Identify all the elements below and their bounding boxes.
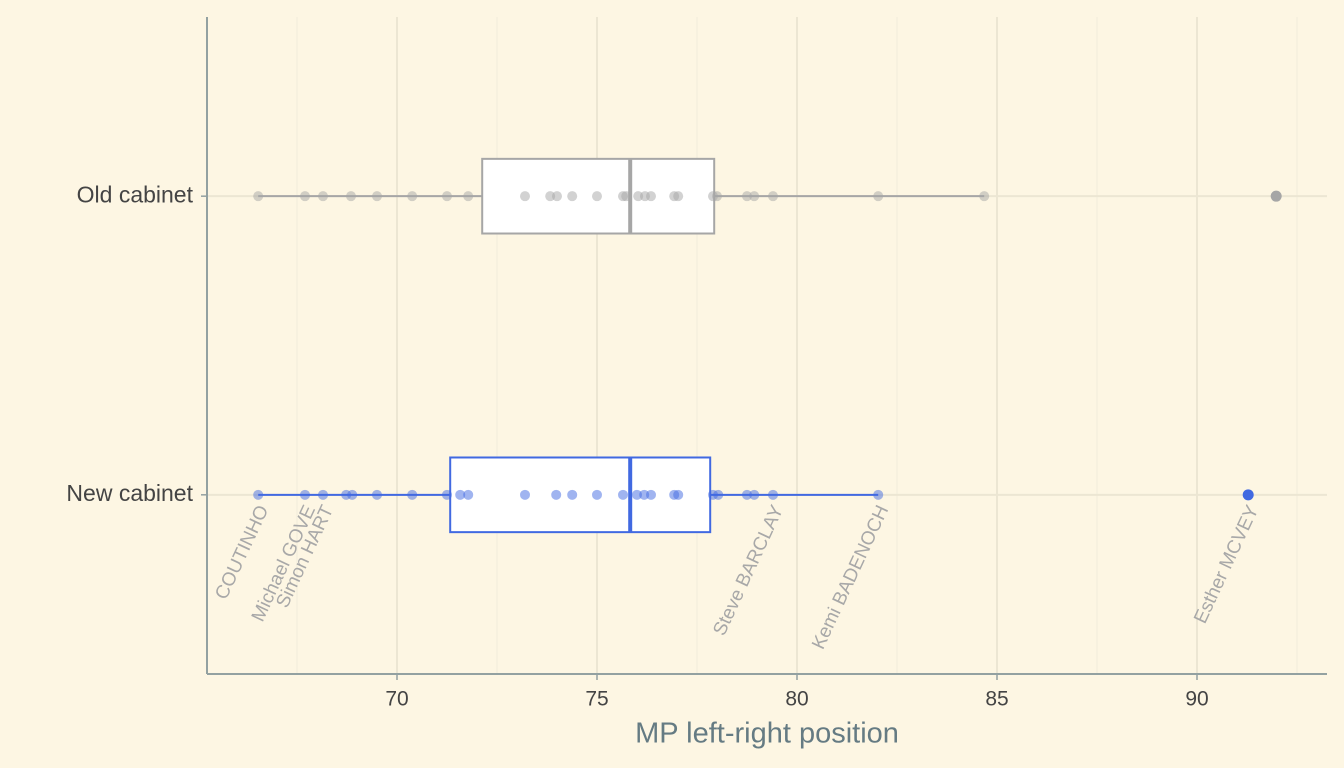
point bbox=[520, 489, 530, 500]
point bbox=[347, 489, 358, 500]
point bbox=[632, 489, 642, 500]
y-tick-label: Old cabinet bbox=[77, 181, 194, 207]
point bbox=[300, 489, 310, 500]
point bbox=[455, 489, 466, 500]
point bbox=[463, 191, 474, 202]
point bbox=[463, 489, 474, 500]
point bbox=[318, 489, 328, 500]
point bbox=[592, 191, 602, 202]
point bbox=[346, 191, 356, 202]
point bbox=[442, 191, 452, 202]
x-tick-label: 70 bbox=[385, 688, 408, 711]
x-tick-label: 80 bbox=[785, 688, 808, 711]
x-tick-label: 75 bbox=[585, 688, 608, 711]
point bbox=[673, 489, 684, 500]
point bbox=[768, 191, 778, 202]
point bbox=[618, 489, 628, 500]
point bbox=[742, 191, 752, 202]
point bbox=[768, 489, 778, 500]
point bbox=[551, 489, 562, 500]
point bbox=[673, 191, 684, 202]
point bbox=[407, 489, 418, 500]
point bbox=[646, 191, 656, 202]
point bbox=[372, 191, 382, 202]
point bbox=[592, 489, 602, 500]
point bbox=[749, 489, 760, 500]
point bbox=[567, 191, 578, 202]
x-tick-label: 85 bbox=[985, 688, 1008, 711]
point bbox=[712, 191, 722, 202]
point bbox=[646, 489, 656, 500]
point bbox=[873, 191, 884, 202]
point bbox=[1271, 191, 1282, 202]
point bbox=[318, 191, 328, 202]
point bbox=[552, 191, 562, 202]
point bbox=[442, 489, 452, 500]
point bbox=[520, 191, 530, 202]
plot-background bbox=[207, 17, 1327, 674]
point bbox=[621, 191, 632, 202]
point bbox=[253, 489, 264, 500]
point bbox=[713, 489, 724, 500]
x-axis-title: MP left-right position bbox=[635, 718, 899, 750]
point bbox=[567, 489, 578, 500]
point bbox=[1243, 489, 1254, 500]
point bbox=[407, 191, 418, 202]
y-tick-label: New cabinet bbox=[66, 480, 193, 506]
point bbox=[979, 191, 990, 202]
point bbox=[253, 191, 264, 202]
point bbox=[749, 191, 760, 202]
point bbox=[742, 489, 752, 500]
x-tick-label: 90 bbox=[1185, 688, 1208, 711]
point bbox=[873, 489, 884, 500]
point bbox=[372, 489, 382, 500]
point bbox=[300, 191, 310, 202]
